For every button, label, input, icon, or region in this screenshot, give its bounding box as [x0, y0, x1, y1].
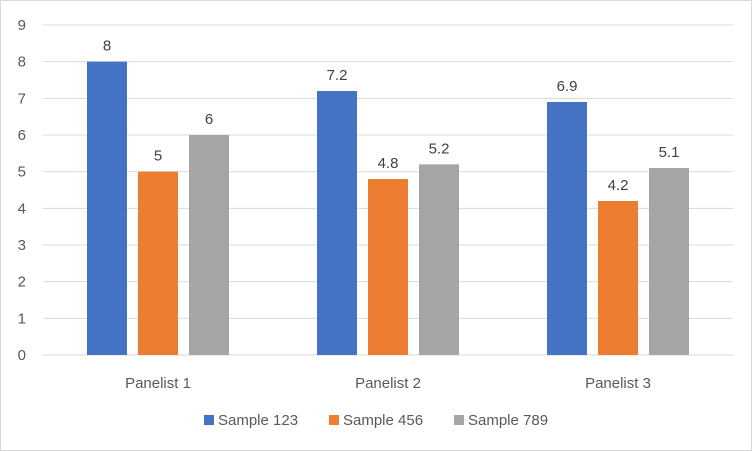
data-label: 5 — [154, 148, 162, 165]
y-axis-tick-labels: 0 1 2 3 4 5 6 7 8 9 — [18, 17, 26, 364]
data-label: 7.2 — [327, 67, 348, 84]
bar-sample-456-panelist-3 — [598, 201, 638, 355]
legend-item-sample-123[interactable]: Sample 123 — [204, 412, 298, 429]
data-label: 4.8 — [378, 155, 399, 172]
data-label: 5.1 — [659, 144, 680, 161]
bar-sample-789-panelist-3 — [649, 168, 689, 355]
category-label: Panelist 1 — [125, 375, 191, 392]
y-tick-label: 4 — [18, 200, 26, 217]
legend-label: Sample 123 — [218, 412, 298, 429]
category-label: Panelist 3 — [585, 375, 651, 392]
bar-sample-789-panelist-2 — [419, 164, 459, 355]
legend-item-sample-789[interactable]: Sample 789 — [454, 412, 548, 429]
bar-sample-456-panelist-2 — [368, 179, 408, 355]
data-label: 6 — [205, 111, 213, 128]
bar-sample-123-panelist-1 — [87, 61, 127, 356]
y-tick-label: 8 — [18, 54, 26, 71]
y-tick-label: 1 — [18, 310, 26, 327]
y-tick-label: 2 — [18, 274, 26, 291]
bar-sample-456-panelist-1 — [138, 171, 178, 355]
legend-label: Sample 789 — [468, 412, 548, 429]
y-tick-label: 0 — [18, 347, 26, 364]
legend-swatch — [204, 415, 214, 425]
bar-sample-123-panelist-3 — [547, 102, 587, 355]
y-tick-label: 3 — [18, 237, 26, 254]
legend[interactable]: Sample 123 Sample 456 Sample 789 — [204, 412, 548, 429]
x-axis-category-labels: Panelist 1 Panelist 2 Panelist 3 — [125, 375, 651, 392]
bar-sample-123-panelist-2 — [317, 91, 357, 355]
legend-swatch — [454, 415, 464, 425]
y-tick-label: 5 — [18, 164, 26, 181]
data-label: 4.2 — [608, 177, 629, 194]
data-labels: 8 5 6 7.2 4.8 5.2 6.9 4.2 5.1 — [103, 38, 680, 194]
y-tick-label: 6 — [18, 127, 26, 144]
y-tick-label: 9 — [18, 17, 26, 34]
legend-swatch — [329, 415, 339, 425]
legend-item-sample-456[interactable]: Sample 456 — [329, 412, 423, 429]
data-label: 8 — [103, 38, 111, 55]
legend-label: Sample 456 — [343, 412, 423, 429]
data-label: 5.2 — [429, 140, 450, 157]
bars — [87, 61, 689, 356]
bar-sample-789-panelist-1 — [189, 135, 229, 355]
data-label: 6.9 — [557, 78, 578, 95]
y-tick-label: 7 — [18, 90, 26, 107]
category-label: Panelist 2 — [355, 375, 421, 392]
